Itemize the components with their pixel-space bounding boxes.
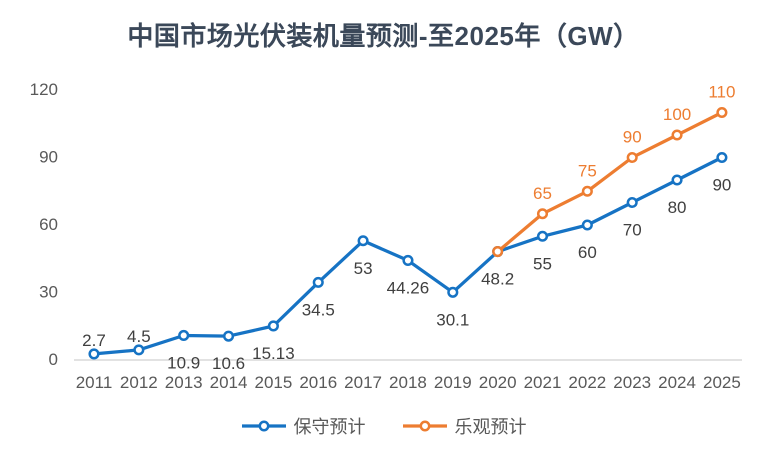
data-label: 44.26 bbox=[387, 278, 430, 297]
data-point bbox=[581, 185, 593, 197]
data-label: 34.5 bbox=[302, 300, 335, 319]
x-tick-label: 2013 bbox=[165, 373, 203, 392]
data-point bbox=[671, 129, 683, 141]
data-label: 60 bbox=[578, 243, 597, 262]
x-tick-label: 2012 bbox=[120, 373, 158, 392]
data-label: 30.1 bbox=[436, 310, 469, 329]
data-label: 2.7 bbox=[82, 331, 106, 350]
data-label: 15.13 bbox=[252, 344, 295, 363]
plot-area: 0 30 60 90 120 2011 2012 2013 2014 2015 2016 2017 20… bbox=[30, 80, 742, 392]
data-point bbox=[671, 174, 683, 186]
data-point bbox=[178, 329, 190, 342]
data-point bbox=[536, 230, 549, 242]
data-label: 70 bbox=[623, 221, 642, 240]
x-tick-label: 2025 bbox=[703, 373, 741, 392]
legend-item-optimistic: 乐观预计 bbox=[402, 413, 527, 439]
data-point bbox=[312, 276, 324, 288]
data-label: 110 bbox=[708, 83, 735, 102]
data-point bbox=[716, 106, 728, 119]
data-point bbox=[536, 208, 549, 220]
x-tick-label: 2015 bbox=[254, 373, 292, 392]
data-point bbox=[447, 286, 459, 298]
y-tick-label: 90 bbox=[39, 148, 58, 167]
x-tick-label: 2016 bbox=[299, 373, 337, 392]
data-point bbox=[223, 330, 235, 342]
x-tick-label: 2017 bbox=[344, 373, 382, 392]
data-point bbox=[88, 348, 100, 360]
x-tick-label: 2020 bbox=[479, 373, 517, 392]
x-tick-label: 2011 bbox=[76, 373, 113, 392]
data-label: 100 bbox=[663, 105, 691, 124]
y-tick-label: 30 bbox=[39, 283, 58, 302]
data-label: 4.5 bbox=[127, 327, 151, 346]
legend-label-conservative: 保守预计 bbox=[293, 417, 366, 437]
data-point bbox=[492, 246, 504, 258]
x-tick-label: 2014 bbox=[210, 373, 248, 392]
y-tick-label: 120 bbox=[30, 80, 58, 99]
legend: 保守预计 乐观预计 bbox=[0, 413, 767, 439]
series-line-乐观预计 bbox=[496, 110, 724, 254]
data-point bbox=[402, 254, 414, 266]
data-point bbox=[357, 235, 369, 247]
x-tick-label: 2022 bbox=[568, 373, 606, 392]
data-label: 90 bbox=[623, 128, 642, 147]
data-point bbox=[626, 196, 638, 209]
x-tick-label: 2021 bbox=[524, 373, 562, 392]
y-tick-label: 0 bbox=[49, 350, 58, 369]
legend-marker-icon bbox=[258, 420, 269, 432]
data-label: 48.2 bbox=[481, 270, 514, 289]
data-label: 90 bbox=[712, 176, 731, 195]
legend-item-conservative: 保守预计 bbox=[241, 413, 366, 439]
data-point bbox=[716, 151, 728, 164]
data-label: 75 bbox=[578, 161, 597, 180]
chart-title: 中国市场光伏装机量预测-至2025年（GW） bbox=[127, 21, 640, 51]
y-tick-label: 60 bbox=[39, 215, 58, 234]
data-point bbox=[626, 151, 638, 164]
x-tick-label: 2024 bbox=[658, 373, 696, 392]
line-marker-swatch-optimistic bbox=[402, 420, 447, 432]
x-tick-label: 2023 bbox=[613, 373, 651, 392]
line-marker-swatch-conservative bbox=[241, 420, 286, 432]
data-point bbox=[133, 344, 145, 356]
data-label: 10.9 bbox=[167, 353, 200, 372]
data-label: 65 bbox=[533, 184, 552, 203]
data-label: 55 bbox=[533, 254, 552, 273]
legend-marker-icon bbox=[419, 420, 430, 432]
data-point bbox=[581, 219, 593, 231]
data-label: 80 bbox=[668, 198, 687, 217]
legend-label-optimistic: 乐观预计 bbox=[454, 417, 527, 437]
data-label: 10.6 bbox=[212, 354, 245, 373]
data-point bbox=[267, 320, 279, 332]
data-label: 53 bbox=[354, 259, 373, 278]
x-tick-label: 2019 bbox=[434, 373, 472, 392]
x-tick-label: 2018 bbox=[389, 373, 427, 392]
